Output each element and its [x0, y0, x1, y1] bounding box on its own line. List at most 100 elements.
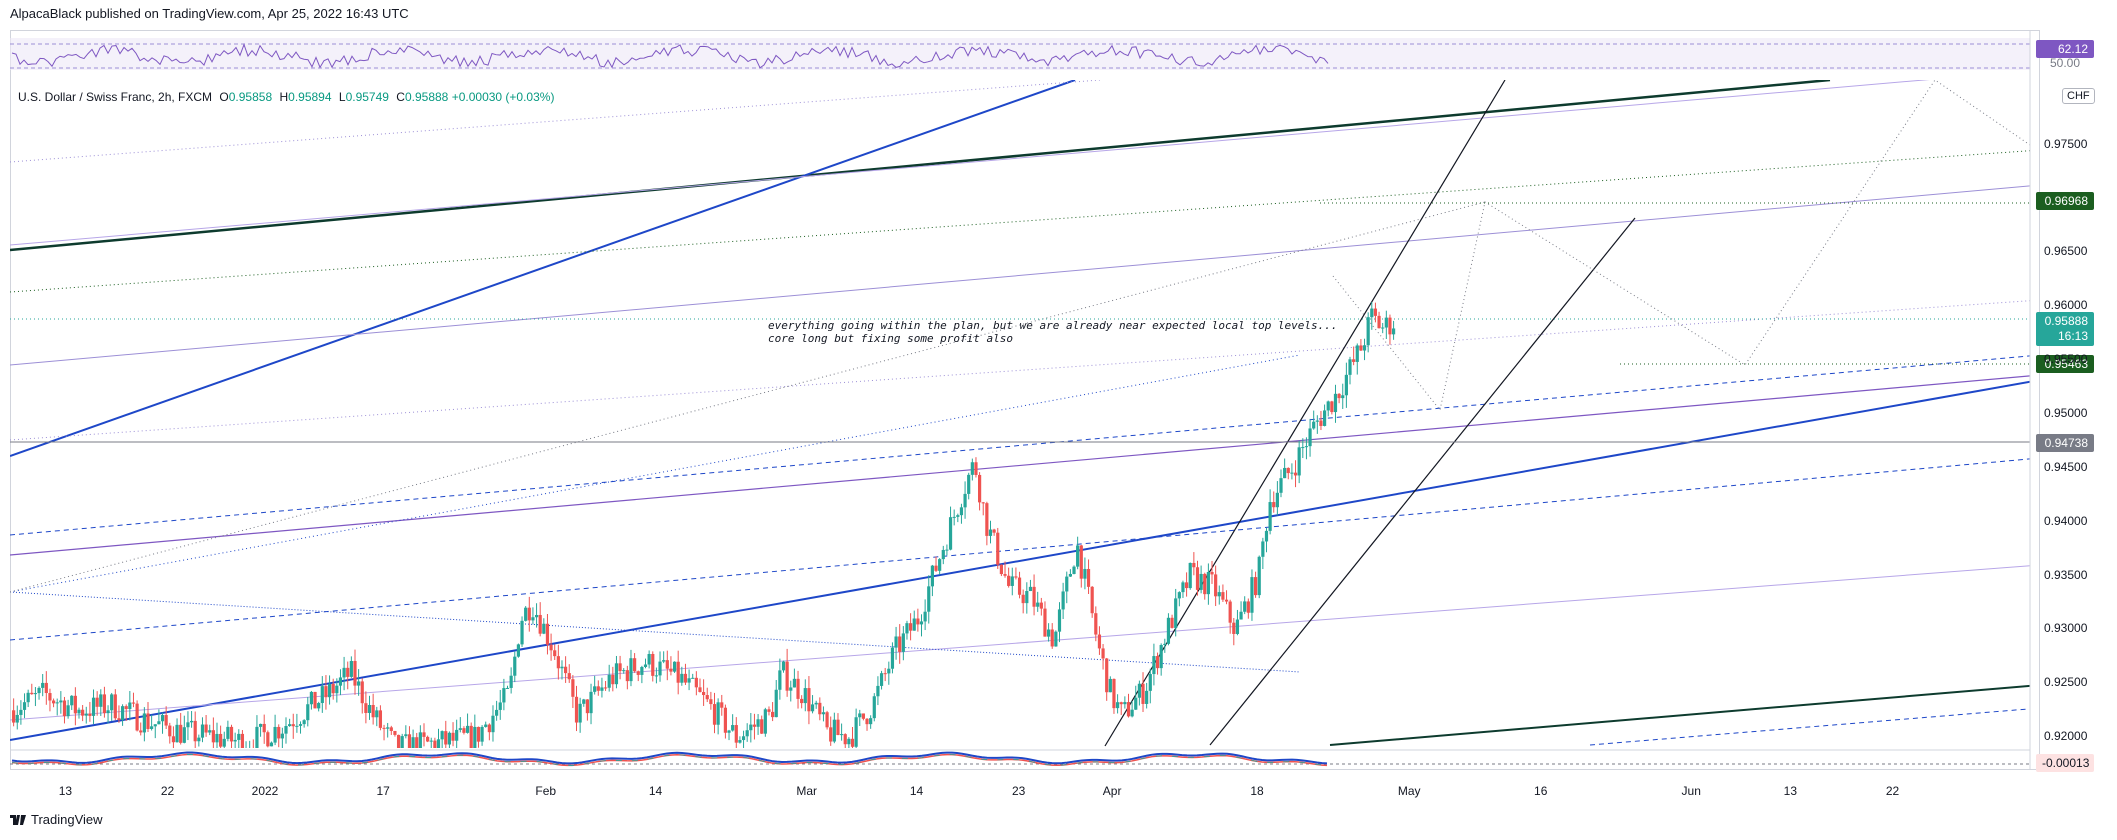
- candle-body: [636, 671, 640, 675]
- candle-body: [1250, 577, 1254, 613]
- candle-body: [1141, 683, 1145, 704]
- candle-body: [1163, 643, 1167, 645]
- y-tick-label: 0.95000: [2044, 406, 2088, 420]
- candle-body: [629, 658, 633, 682]
- dotted-blue-steep: [10, 354, 1301, 593]
- candle-body: [186, 722, 190, 728]
- candle-body: [752, 724, 757, 727]
- candle-body: [545, 623, 550, 645]
- x-tick-label: 18: [1250, 784, 1264, 798]
- candle-body: [756, 719, 760, 727]
- candle-body: [836, 719, 840, 736]
- candle-body: [988, 529, 993, 536]
- candle-body: [1137, 683, 1141, 698]
- candle-body: [404, 734, 408, 737]
- candle-body: [1199, 573, 1203, 590]
- candle-body: [745, 730, 749, 737]
- candle-body: [327, 683, 332, 698]
- candle-body: [930, 565, 934, 587]
- x-tick-label: 14: [909, 784, 924, 798]
- candle-body: [912, 618, 916, 631]
- y-tick-label: 0.96500: [2044, 244, 2088, 259]
- candle-body: [1090, 586, 1094, 614]
- candle-body: [1050, 629, 1054, 647]
- tradingview-logo[interactable]: TradingView: [10, 812, 103, 827]
- candle-body: [985, 503, 989, 536]
- oscillator-line-slow: [11, 753, 1328, 767]
- candle-body: [1112, 678, 1116, 709]
- candle-body: [1297, 447, 1301, 476]
- candle-body: [62, 700, 67, 717]
- candle-body: [803, 688, 807, 704]
- candle-body: [727, 730, 731, 733]
- candle-body: [367, 704, 372, 713]
- candle-body: [1333, 393, 1338, 413]
- candle-body: [876, 685, 880, 697]
- candle-body: [429, 740, 433, 742]
- candle-body: [850, 738, 855, 747]
- candle-body: [1257, 556, 1261, 596]
- candle-body: [1057, 609, 1062, 632]
- candle-body: [1384, 317, 1388, 328]
- candle-body: [1203, 573, 1207, 595]
- candle-body: [102, 694, 107, 714]
- y-tick-label: 0.97500: [2044, 136, 2088, 151]
- trendline-blue-main: [10, 380, 2030, 741]
- candle-body: [502, 688, 506, 703]
- candle-body: [306, 704, 310, 721]
- publisher-header: AlpacaBlack published on TradingView.com…: [10, 6, 409, 21]
- candle-body: [1061, 591, 1065, 610]
- candle-body: [567, 673, 571, 680]
- candle-body: [662, 660, 666, 662]
- candle-body: [189, 720, 194, 723]
- candle-body: [95, 697, 99, 707]
- candle-body: [244, 751, 247, 755]
- candle-body: [1130, 709, 1134, 717]
- low-label: L: [338, 90, 346, 104]
- candle-body: [313, 691, 317, 709]
- candle-body: [51, 700, 56, 704]
- candle-body: [680, 673, 684, 683]
- candle-body: [1370, 308, 1374, 318]
- candle-body: [1003, 574, 1007, 576]
- candle-body: [999, 564, 1003, 575]
- candle-body: [1268, 502, 1272, 531]
- candle-body: [956, 515, 960, 517]
- y-tick-label: 0.96000: [2044, 298, 2088, 313]
- candle-body: [1315, 420, 1319, 422]
- candle-body: [538, 614, 542, 634]
- candle-body: [1224, 599, 1229, 602]
- x-tick-label: Mar: [796, 784, 818, 798]
- candle-body: [1217, 592, 1221, 597]
- candle-body: [847, 738, 851, 745]
- y-tick-label: 0.94500: [2044, 459, 2088, 474]
- candle-body: [1279, 478, 1283, 493]
- candle-body: [1094, 613, 1098, 635]
- chart-annotation[interactable]: everything going within the plan, but we…: [768, 319, 1338, 345]
- candle-body: [237, 733, 241, 740]
- candle-body: [905, 623, 909, 634]
- candle-body: [542, 623, 546, 634]
- candle-body: [284, 726, 288, 734]
- candle-body: [1079, 545, 1083, 579]
- channel-lower: [1209, 217, 1636, 746]
- candle-body: [698, 687, 702, 692]
- candle-body: [30, 692, 34, 695]
- countdown: 16:13: [2057, 329, 2088, 343]
- candle-body: [643, 664, 648, 668]
- candle-body: [883, 673, 887, 675]
- candle-body: [821, 712, 826, 715]
- chart-frame[interactable]: [10, 30, 2040, 770]
- low-value: 0.95749: [345, 90, 389, 104]
- x-tick-label: Apr: [1102, 784, 1122, 798]
- candle-body: [1101, 648, 1105, 659]
- candle-body: [378, 710, 383, 728]
- currency-badge[interactable]: CHF: [2062, 88, 2095, 104]
- candle-body: [640, 667, 644, 675]
- candle-body: [676, 661, 680, 683]
- candle-body: [1039, 602, 1043, 609]
- candle-body: [970, 462, 974, 475]
- rsi-band: [10, 38, 2030, 70]
- candle-body: [829, 727, 833, 742]
